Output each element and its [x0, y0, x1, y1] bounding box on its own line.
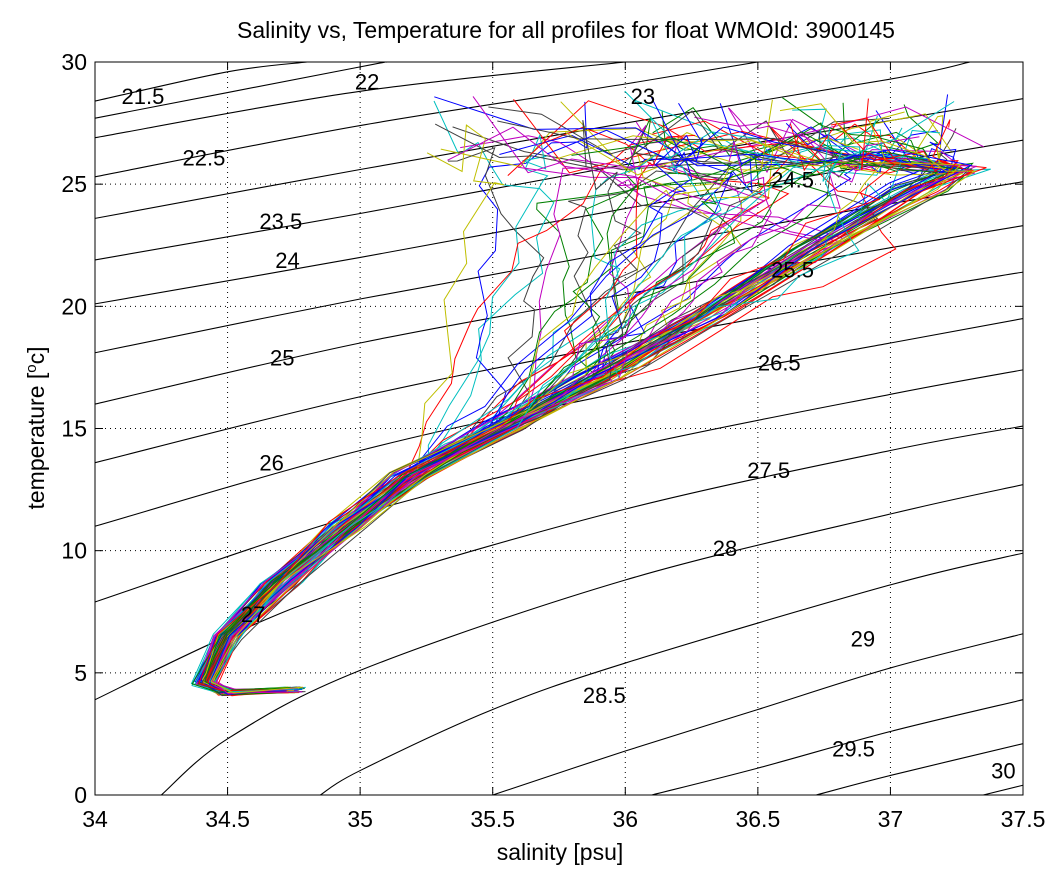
- density-contour-line: [95, 62, 308, 102]
- density-contour-label: 27: [241, 602, 265, 627]
- profile-line: [197, 96, 766, 694]
- density-contour-label: 28.5: [583, 683, 626, 708]
- float-profiles: [190, 90, 991, 697]
- density-contour-label: 23.5: [259, 209, 302, 234]
- x-tick-label: 35: [347, 806, 373, 832]
- y-tick-label: 10: [61, 538, 87, 564]
- density-contour-line: [95, 271, 1023, 464]
- y-tick-label: 5: [74, 660, 87, 686]
- x-tick-label: 35.5: [470, 806, 515, 832]
- profile-line: [211, 141, 772, 695]
- density-contour-line: [95, 369, 1023, 603]
- density-contour-line: [95, 62, 758, 178]
- density-contour-label: 22: [355, 70, 379, 95]
- density-contour-label: 22.5: [182, 145, 225, 170]
- y-tick-label: 15: [61, 416, 87, 442]
- y-tick-label: 0: [74, 782, 87, 808]
- density-contour-line: [95, 318, 1023, 527]
- profile-line: [203, 99, 773, 696]
- density-contour-line: [320, 552, 1023, 795]
- profile-line: [193, 117, 722, 692]
- x-axis-ticks: 34 34.5 35 35.5 36 36.5 37 37.5: [82, 62, 1045, 832]
- plot-area: 21.5 22 22.5 23 23.5 24 24.5 25 25.5 26 26.5 27 27.5…: [94, 61, 1024, 796]
- density-contour-label: 29.5: [832, 737, 875, 762]
- density-contour-label: 23: [631, 84, 655, 109]
- x-tick-label: 37: [878, 806, 904, 832]
- y-axis-label-suffix: c]: [23, 346, 49, 364]
- density-contour-label: 27.5: [747, 458, 790, 483]
- density-contour-label: 24.5: [771, 167, 814, 192]
- x-tick-label: 34: [82, 806, 108, 832]
- density-contour-label: 25: [270, 346, 294, 371]
- density-contour-label: 26.5: [758, 351, 801, 376]
- density-contour-labels: 21.5 22 22.5 23 23.5 24 24.5 25 25.5 26 26.5 27 27.5…: [122, 70, 1016, 784]
- x-tick-label: 36.5: [735, 806, 780, 832]
- y-axis-ticks: 0 5 10 15 20 25 30: [61, 49, 1023, 808]
- density-contour-label: 29: [851, 627, 875, 652]
- grid-lines: [95, 62, 1023, 795]
- density-contour-line: [95, 62, 626, 139]
- y-tick-label: 25: [61, 171, 87, 197]
- x-tick-label: 37.5: [1001, 806, 1046, 832]
- y-axis-label-prefix: temperature [: [23, 372, 49, 509]
- profile-line: [197, 120, 931, 693]
- density-contour-label: 24: [275, 248, 299, 273]
- density-contour-label: 30: [991, 759, 1015, 784]
- density-contour-line: [95, 62, 390, 119]
- profile-line: [210, 103, 977, 694]
- x-tick-label: 36: [612, 806, 638, 832]
- profile-line: [201, 135, 963, 691]
- profile-line: [213, 101, 955, 693]
- x-tick-label: 34.5: [205, 806, 250, 832]
- y-axis-label: temperature [oc]: [23, 346, 50, 509]
- density-contour-line: [651, 699, 1023, 795]
- density-contour-label: 28: [713, 536, 737, 561]
- y-axis-label-sup: o: [23, 364, 40, 372]
- x-axis-label: salinity [psu]: [497, 839, 624, 865]
- density-contour-line: [492, 633, 1023, 795]
- density-contour-label: 25.5: [771, 258, 814, 283]
- y-tick-label: 30: [61, 49, 87, 75]
- y-tick-label: 20: [61, 293, 87, 319]
- density-contour-line: [816, 743, 1023, 795]
- density-contour-line: [983, 784, 1023, 795]
- profile-line: [210, 110, 970, 695]
- density-contour-label: 21.5: [122, 84, 165, 109]
- profile-line: [201, 120, 642, 697]
- chart-title: Salinity vs, Temperature for all profile…: [237, 17, 895, 43]
- density-contour-line: [160, 484, 1023, 795]
- profile-line: [198, 98, 897, 692]
- density-contour-label: 26: [259, 451, 283, 476]
